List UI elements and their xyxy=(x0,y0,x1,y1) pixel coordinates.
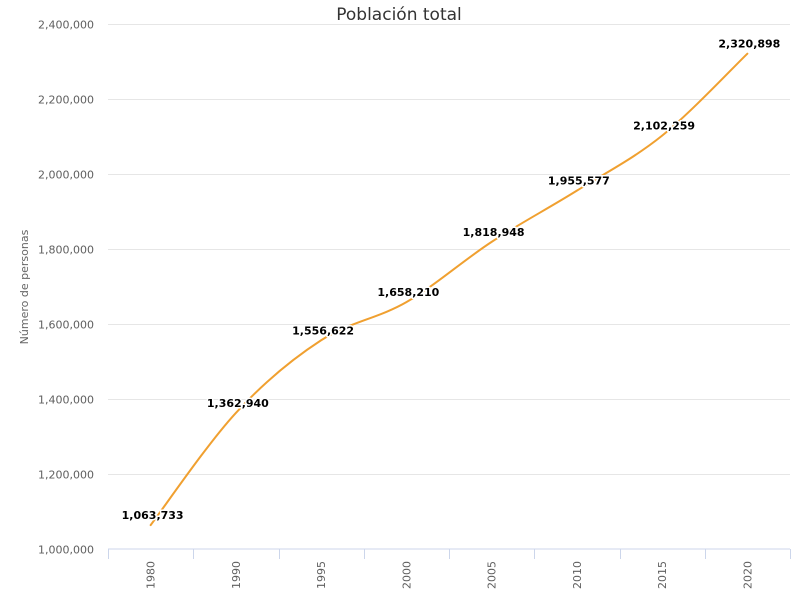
y-tick-label: 2,200,000 xyxy=(38,94,94,107)
y-tick-label: 2,400,000 xyxy=(38,19,94,32)
y-tick-label: 1,400,000 xyxy=(38,394,94,407)
y-tick-label: 1,000,000 xyxy=(38,544,94,557)
x-tick-label: 1995 xyxy=(315,561,328,589)
y-tick-label: 2,000,000 xyxy=(38,169,94,182)
data-label: 1,658,210 xyxy=(377,286,439,299)
x-tick-label: 2020 xyxy=(741,561,754,589)
y-tick-label: 1,600,000 xyxy=(38,319,94,332)
x-tick-label: 2010 xyxy=(571,561,584,589)
data-label: 1,955,577 xyxy=(548,175,610,188)
x-tick-label: 1990 xyxy=(230,561,243,589)
x-axis-ticks: 1980 1990 1995 2000 2005 2010 2015 2020 xyxy=(108,549,791,589)
x-tick-label: 1980 xyxy=(145,561,158,589)
series-line-poblacion-total[interactable] xyxy=(149,52,749,527)
data-label: 2,102,259 xyxy=(633,120,695,133)
grid-lines xyxy=(108,24,790,475)
y-tick-label: 1,200,000 xyxy=(38,469,94,482)
data-label: 2,320,898 xyxy=(718,38,780,51)
y-axis-ticks: 1,000,000 1,200,000 1,400,000 1,600,000 1,80… xyxy=(38,19,94,557)
data-label: 1,362,940 xyxy=(207,397,269,410)
x-tick-label: 2015 xyxy=(656,561,669,589)
x-tick-label: 2005 xyxy=(486,561,499,589)
y-tick-label: 1,800,000 xyxy=(38,244,94,257)
data-label: 1,063,733 xyxy=(122,509,184,522)
chart-title: Población total xyxy=(336,5,462,25)
data-label: 1,818,948 xyxy=(463,226,525,239)
x-tick-label: 2000 xyxy=(400,561,413,589)
data-label: 1,556,622 xyxy=(292,324,354,337)
data-labels: 1,063,733 1,362,940 1,556,622 1,658,210 1,81… xyxy=(120,36,782,523)
y-axis-label: Número de personas xyxy=(18,229,31,344)
